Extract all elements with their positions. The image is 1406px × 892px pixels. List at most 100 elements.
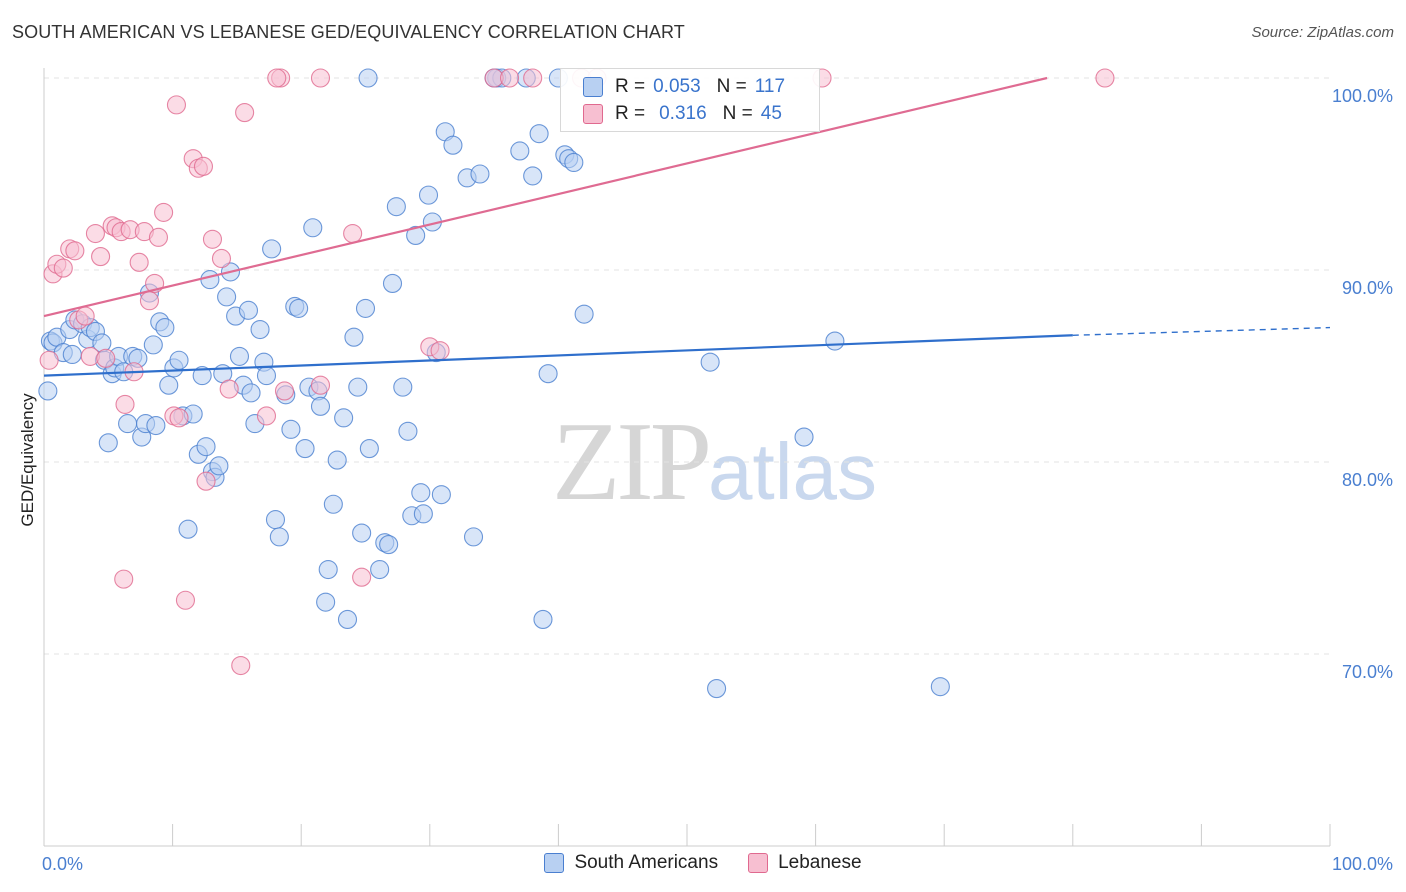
lebanese-point [235,103,255,123]
south-american-point [118,414,138,434]
lebanese-point [96,348,116,368]
lebanese-point [166,95,187,115]
lebanese-point [85,223,105,244]
source-label: Source: ZipAtlas.com [1251,24,1394,41]
south-american-point [38,381,58,401]
lebanese-point [65,241,85,261]
south-american-point [510,141,530,161]
n-label: N = [722,103,753,124]
lebanese-point [202,229,223,249]
lebanese-point [1095,68,1115,88]
south-american-point [209,456,229,476]
lebanese-point [352,567,372,587]
south-american-point [200,270,220,290]
lebanese-point [211,248,232,269]
south-american-point [295,439,315,459]
south-american-point [370,559,390,580]
stats-row-south-americans: R = 0.053 N = 117 [583,75,801,99]
south-american-point [398,421,418,441]
south-american-point [443,135,463,155]
lebanese-point [154,202,174,222]
x-tick-label: 0.0% [42,854,83,874]
south-american-point [192,366,212,386]
south-american-point [470,164,490,184]
watermark-atlas: atlas [708,427,877,516]
south-american-point [316,592,336,612]
south-american-point [930,677,950,697]
south-american-point [323,494,343,514]
stats-row-lebanese: R = 0.316 N = 45 [583,102,798,126]
south-american-point [146,415,166,436]
legend-item-south-americans[interactable]: South Americans [544,852,718,874]
south-american-point [159,375,179,395]
y-tick-label: 100.0% [1332,86,1393,106]
south-american-point [281,419,301,439]
r-label: R = [615,103,646,124]
south-american-point [413,504,433,524]
south-american-point [318,559,338,580]
n-value: 117 [754,76,786,97]
south-american-point [303,218,323,238]
south-american-point [337,609,358,629]
south-american-point [327,450,347,470]
south-american-point [352,523,372,543]
lebanese-point [196,471,216,491]
trend-line-south-americans [43,334,1073,377]
y-tick-label: 70.0% [1342,662,1393,682]
n-label: N = [716,76,747,97]
south-american-point [241,383,261,403]
lebanese-point [91,247,111,267]
lebanese-point [231,655,251,676]
lebanese-point [169,408,189,428]
south-american-point [178,519,198,539]
lebanese-point [310,68,331,88]
south-american-point [463,527,484,547]
south-american-point [382,273,403,293]
lebanese-point [193,156,214,176]
south-american-point [348,377,368,397]
south-american-point [310,396,331,416]
n-value: 45 [760,103,782,124]
lebanese-point [53,258,73,278]
stats-legend: R = 0.053 N = 117 R = 0.316 N = 45 [560,68,820,132]
south-american-point [196,437,216,457]
south-american-point [533,609,553,629]
south-american-point [265,510,286,530]
legend-swatch-blue [583,77,603,97]
series-legend: South Americans Lebanese [0,852,1406,874]
legend-item-lebanese[interactable]: Lebanese [748,852,862,874]
trend-line-extension [1072,326,1331,336]
lebanese-point [499,68,520,88]
lebanese-point [115,394,135,414]
lebanese-point [267,68,287,88]
south-american-point [262,239,282,259]
y-tick-label: 80.0% [1342,470,1393,490]
south-american-point [155,318,175,338]
south-american-point [98,433,118,453]
lebanese-point [39,350,59,370]
lebanese-point [523,68,543,88]
r-value: 0.053 [653,76,701,97]
lebanese-point [310,375,331,395]
south-american-point [431,485,451,505]
south-american-point [794,427,814,447]
south-american-point [825,331,845,351]
legend-swatch-blue [544,853,565,873]
south-american-point [250,319,270,340]
lebanese-point [430,341,450,361]
south-american-point [418,185,439,205]
lebanese-point [175,590,196,610]
south-american-point [143,335,163,355]
south-american-point [238,300,259,320]
south-american-point [393,377,413,397]
lebanese-point [219,379,239,399]
lebanese-point [129,252,149,272]
south-american-point [523,166,543,186]
lebanese-point [148,227,169,247]
lebanese-point [75,306,95,326]
legend-label: Lebanese [778,852,862,873]
south-american-point [358,68,378,88]
south-american-point [529,124,549,144]
lebanese-point [274,381,295,401]
